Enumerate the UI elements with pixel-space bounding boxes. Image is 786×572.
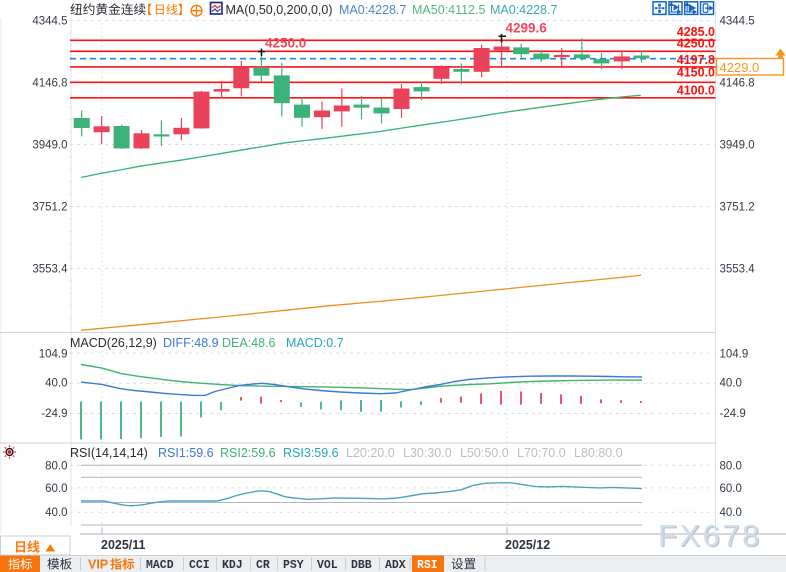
svg-text:FX678: FX678 [658,518,762,553]
svg-text:40.0: 40.0 [45,378,67,390]
svg-text:-24.9: -24.9 [720,408,746,420]
svg-text:FX678: FX678 [659,519,763,554]
svg-text:4344.5: 4344.5 [32,16,67,28]
svg-text:-24.9: -24.9 [41,408,67,420]
svg-text:4229.0: 4229.0 [720,60,760,75]
svg-text:2025/12: 2025/12 [505,538,550,552]
svg-text:4285.0: 4285.0 [677,25,715,39]
svg-text:PSY: PSY [283,559,304,572]
svg-text:MACD(26,12,9): MACD(26,12,9) [70,336,157,350]
svg-text:L70:70.0: L70:70.0 [517,446,566,460]
svg-text:40.0: 40.0 [720,507,742,519]
svg-text:3949.0: 3949.0 [32,140,67,152]
svg-text:4146.8: 4146.8 [720,78,755,90]
svg-text:4150.0: 4150.0 [677,65,715,79]
svg-text:MACD:0.7: MACD:0.7 [286,336,344,350]
svg-text:CCI: CCI [189,559,210,572]
svg-text:3949.0: 3949.0 [720,140,755,152]
svg-text:80.0: 80.0 [720,461,742,473]
svg-text:RSI2:59.6: RSI2:59.6 [220,446,276,460]
svg-text:KDJ: KDJ [222,559,243,572]
svg-text:CR: CR [256,559,270,572]
svg-text:40.0: 40.0 [720,378,742,390]
svg-text:MA0:4228.7: MA0:4228.7 [339,3,406,17]
svg-text:MA(0,50,0,200,0,0): MA(0,50,0,200,0,0) [226,3,333,17]
svg-text:L80:80.0: L80:80.0 [574,446,623,460]
svg-text:DEA:48.6: DEA:48.6 [222,336,276,350]
svg-text:DBB: DBB [351,559,372,572]
svg-text:3751.2: 3751.2 [32,202,67,214]
svg-text:4146.8: 4146.8 [32,78,67,90]
svg-text:4197.8: 4197.8 [677,53,715,67]
svg-text:ADX: ADX [385,559,406,572]
svg-text:80.0: 80.0 [45,461,67,473]
svg-text:RSI: RSI [417,559,438,572]
svg-text:VIP: VIP [88,558,108,572]
svg-text:RSI(14,14,14): RSI(14,14,14) [70,446,148,460]
svg-text:3553.4: 3553.4 [32,264,68,276]
svg-text:2025/11: 2025/11 [101,538,146,552]
svg-text:DIFF:48.9: DIFF:48.9 [163,336,219,350]
svg-text:60.0: 60.0 [720,483,742,495]
svg-text:3751.2: 3751.2 [720,202,755,214]
svg-text:MA50:4112.5: MA50:4112.5 [412,3,485,17]
svg-text:VOL: VOL [317,559,338,572]
svg-text:L20:20.0: L20:20.0 [346,446,395,460]
svg-text:4100.0: 4100.0 [677,83,715,97]
svg-text:4344.5: 4344.5 [720,16,755,28]
svg-text:40.0: 40.0 [45,507,67,519]
svg-text:L30:30.0: L30:30.0 [403,446,452,460]
svg-text:4250.0: 4250.0 [265,36,306,51]
svg-text:MA0:4228.7: MA0:4228.7 [490,3,557,17]
svg-text:4250.0: 4250.0 [677,37,715,51]
svg-text:RSI3:59.6: RSI3:59.6 [283,446,339,460]
svg-text:3553.4: 3553.4 [720,264,756,276]
svg-text:60.0: 60.0 [45,483,67,495]
svg-text:104.9: 104.9 [39,349,68,361]
svg-text:104.9: 104.9 [720,349,749,361]
svg-text:MACD: MACD [146,559,174,572]
svg-text:L50:50.0: L50:50.0 [460,446,509,460]
svg-text:4299.6: 4299.6 [506,21,548,36]
svg-text:RSI1:59.6: RSI1:59.6 [158,446,214,460]
